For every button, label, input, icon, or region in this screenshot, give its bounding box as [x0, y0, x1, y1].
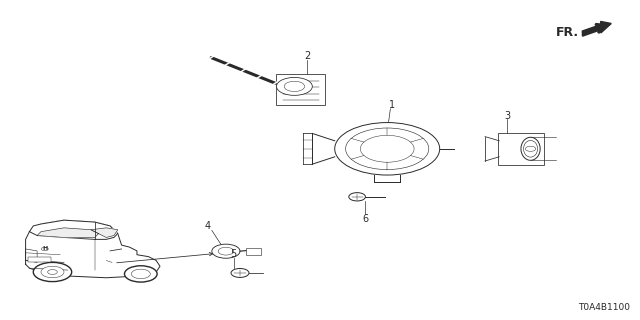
Circle shape — [276, 77, 312, 95]
Circle shape — [41, 266, 64, 278]
Text: 5: 5 — [230, 249, 237, 259]
FancyBboxPatch shape — [246, 248, 261, 255]
Text: 1: 1 — [389, 100, 396, 110]
Circle shape — [218, 247, 234, 255]
Circle shape — [212, 244, 240, 258]
Ellipse shape — [521, 137, 540, 160]
Text: FR.: FR. — [556, 26, 579, 38]
Text: 2: 2 — [304, 51, 310, 61]
Circle shape — [231, 268, 249, 277]
Circle shape — [48, 269, 58, 275]
Circle shape — [525, 146, 536, 151]
Circle shape — [346, 128, 429, 170]
Text: 4: 4 — [205, 221, 211, 231]
Text: H: H — [42, 246, 47, 252]
Circle shape — [42, 247, 48, 251]
FancyBboxPatch shape — [498, 133, 544, 164]
Text: 3: 3 — [504, 110, 510, 121]
Polygon shape — [91, 228, 118, 237]
Text: T0A4B1100: T0A4B1100 — [579, 303, 630, 312]
Circle shape — [335, 123, 440, 175]
Polygon shape — [37, 228, 99, 237]
Text: 6: 6 — [362, 213, 369, 224]
Circle shape — [33, 262, 72, 282]
FancyBboxPatch shape — [28, 257, 51, 262]
Polygon shape — [29, 220, 118, 239]
Circle shape — [360, 135, 414, 162]
Ellipse shape — [524, 140, 538, 157]
Circle shape — [131, 269, 150, 279]
Polygon shape — [582, 21, 611, 36]
Circle shape — [125, 266, 157, 282]
Polygon shape — [26, 220, 160, 278]
Circle shape — [284, 81, 305, 92]
Circle shape — [349, 193, 365, 201]
FancyBboxPatch shape — [276, 74, 325, 106]
